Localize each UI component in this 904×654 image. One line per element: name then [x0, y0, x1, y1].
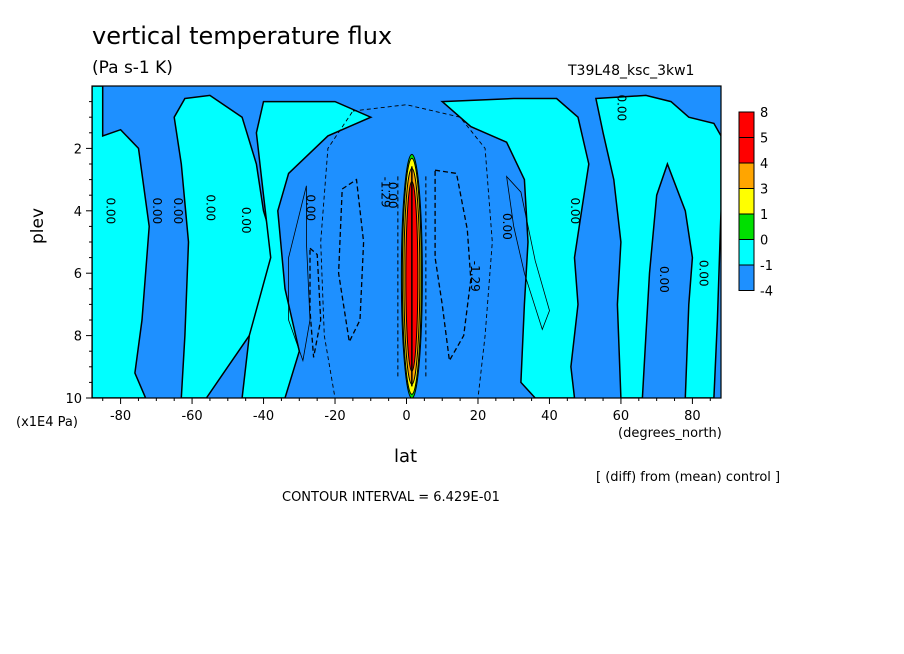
contour-label-6: 0.00 — [303, 194, 317, 221]
colorbar-swatch-5 — [738, 137, 755, 164]
colorbar-swatch-8 — [738, 111, 755, 138]
contour-interval: CONTOUR INTERVAL = 6.429E-01 — [282, 490, 500, 505]
dashed-contour-outer — [320, 104, 493, 398]
x-tick-label-60: 60 — [613, 409, 630, 424]
contour-label-7: -1.29 — [379, 177, 393, 208]
y-tick-label-4: 4 — [74, 205, 82, 220]
contour-label-9: 0.00 — [500, 213, 514, 240]
positive-region-2 — [173, 94, 279, 398]
contour-label-13: 0.00 — [657, 266, 671, 293]
colorbar-swatch-0 — [738, 239, 755, 266]
contour-label-14: 0.00 — [697, 260, 711, 287]
contour-label-5: 0.00 — [239, 207, 253, 234]
x-tick-label-20: 20 — [470, 409, 487, 424]
y-tick-label-6: 6 — [74, 267, 82, 282]
colorbar-label-4: 3 — [760, 183, 768, 198]
thin-contour-west — [288, 185, 311, 363]
colorbar-label-8: -4 — [760, 285, 773, 300]
positive-region-5 — [594, 94, 721, 398]
x-tick-label--40: -40 — [253, 409, 274, 424]
chart-units: (Pa s-1 K) — [92, 58, 173, 78]
colorbar-swatch--1 — [738, 264, 755, 291]
colorbar-label-5: 1 — [760, 208, 768, 223]
contour-label-8: 0.00 — [386, 182, 400, 209]
colorbar-label-1: 8 — [760, 106, 768, 121]
contour-fields: 0.00 0.00 0.00 0.00 0.00 0.00-1.290.000.00-1.… — [92, 86, 721, 398]
x-tick-label--80: -80 — [110, 409, 131, 424]
x-tick-label--60: -60 — [181, 409, 202, 424]
chart-title: vertical temperature flux — [92, 22, 393, 50]
contour-label-10: -1.29 — [468, 261, 482, 292]
colorbar-label-6: 0 — [760, 234, 768, 249]
y-axis-units: (x1E4 Pa) — [16, 415, 78, 430]
colorbar-label-7: -1 — [760, 259, 773, 274]
contour-label-11: 0.00 — [568, 197, 582, 224]
contour-label-2: 0.00 — [150, 197, 164, 224]
x-tick-label--20: -20 — [324, 409, 345, 424]
x-tick-label-80: 80 — [684, 409, 701, 424]
contour-label-3: 0.00 — [171, 197, 185, 224]
x-tick-label-0: 0 — [402, 409, 410, 424]
run-id: T39L48_ksc_3kw1 — [568, 63, 695, 79]
colorbar-label-2: 5 — [760, 132, 768, 147]
contour-label-4: 0.00 — [203, 194, 217, 221]
y-tick-label-10: 10 — [65, 392, 82, 407]
y-axis-label: plev — [28, 207, 48, 244]
contour-label-12: 0.00 — [614, 94, 628, 121]
colorbar-label-3: 4 — [760, 157, 768, 172]
positive-region-4 — [440, 97, 590, 398]
thin-contour-east — [506, 175, 550, 331]
colorbar-swatch-3 — [738, 188, 755, 215]
negative-core-3 — [434, 169, 472, 363]
x-axis-units: (degrees_north) — [618, 426, 722, 441]
colorbar-swatch-1 — [738, 213, 755, 240]
negative-core-2 — [337, 178, 365, 344]
x-tick-label-40: 40 — [541, 409, 558, 424]
y-tick-label-8: 8 — [74, 330, 82, 345]
contour-label-1: 0.00 — [103, 197, 117, 224]
negative-core-1 — [309, 246, 322, 358]
positive-region-1 — [92, 86, 150, 398]
x-axis-label: lat — [394, 446, 418, 467]
y-tick-label-2: 2 — [74, 142, 82, 157]
colorbar-swatch-4 — [738, 162, 755, 189]
diff-note: [ (diff) from (mean) control ] — [596, 470, 781, 485]
